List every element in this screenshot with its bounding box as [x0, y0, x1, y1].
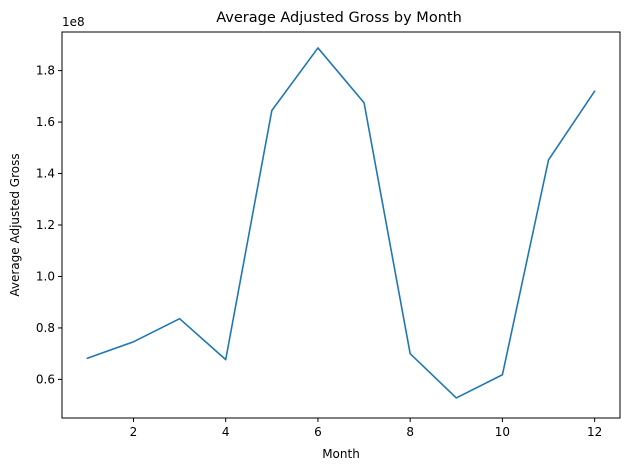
- y-tick-label-1.0: 1.0: [36, 269, 55, 283]
- x-tick-label-10: 10: [495, 425, 510, 439]
- x-tick-label-6: 6: [314, 425, 322, 439]
- x-axis-label: Month: [322, 447, 360, 461]
- x-tick-label-2: 2: [130, 425, 138, 439]
- x-tick-label-12: 12: [587, 425, 602, 439]
- y-tick-label-1.8: 1.8: [36, 64, 55, 78]
- axes-frame: [61, 31, 621, 419]
- plot-area: [86, 47, 596, 399]
- chart-title: Average Adjusted Gross by Month: [216, 10, 462, 26]
- y-tick-label-0.6: 0.6: [36, 372, 55, 386]
- y-tick-label-1.4: 1.4: [36, 167, 55, 181]
- y-axis: 0.6 0.8 1.0 1.2 1.4 1.6 1.8: [36, 64, 62, 386]
- y-tick-label-0.8: 0.8: [36, 321, 55, 335]
- y-offset-label: 1e8: [62, 15, 85, 29]
- y-tick-label-1.6: 1.6: [36, 115, 55, 129]
- x-axis: 2 4 6 8 10 12: [130, 418, 602, 439]
- y-tick-label-1.2: 1.2: [36, 218, 55, 232]
- x-tick-label-8: 8: [406, 425, 414, 439]
- y-axis-label: Average Adjusted Gross: [8, 153, 22, 296]
- x-tick-label-4: 4: [222, 425, 230, 439]
- series-line-0: [86, 47, 596, 399]
